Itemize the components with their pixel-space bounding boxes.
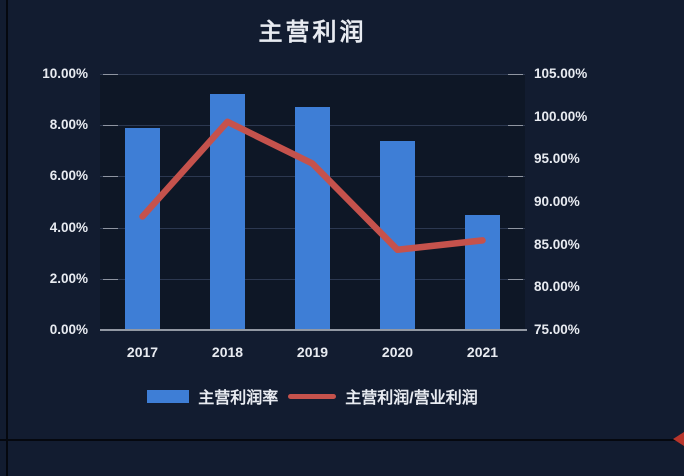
legend-label: 主营利润/营业利润 (345, 390, 478, 407)
left-axis-tick (103, 125, 118, 127)
cell-border-vertical (6, 0, 8, 476)
right-axis-tick (508, 176, 523, 178)
right-axis-tick-label: 100.00% (534, 108, 588, 124)
right-axis-tick (508, 278, 523, 280)
right-axis-tick-label: 80.00% (534, 279, 580, 295)
chart-title: 主营利润 (258, 19, 367, 46)
left-axis-tick-label: 6.00% (49, 168, 88, 184)
left-axis-tick-label: 10.00% (42, 66, 88, 81)
cell-border-horizontal (0, 439, 684, 441)
legend-item-bar[interactable]: 主营利润率 (147, 384, 278, 408)
left-axis-tick (103, 278, 118, 280)
x-axis-label-2018: 2018 (211, 344, 244, 360)
bar-2018[interactable] (210, 94, 245, 329)
legend-item-line[interactable]: 主营利润/营业利润 (288, 384, 478, 408)
left-axis-tick (103, 176, 118, 178)
left-axis-tick-label: 4.00% (49, 219, 88, 235)
left-axis-tick (103, 74, 118, 75)
right-axis-tick (508, 74, 523, 75)
right-axis-tick-label: 90.00% (534, 194, 580, 209)
left-axis-tick-label: 2.00% (49, 270, 88, 286)
red-edge-marker-icon (673, 432, 684, 446)
bar-2021[interactable] (465, 214, 500, 329)
right-axis-tick (508, 227, 523, 229)
left-axis-tick-label: 0.00% (49, 322, 88, 337)
x-axis-label-2017: 2017 (126, 344, 159, 360)
grid-line (100, 74, 525, 75)
bar-2017[interactable] (125, 127, 160, 329)
line-swatch-icon (288, 393, 337, 399)
legend-label: 主营利润率 (198, 390, 279, 407)
bar-2020[interactable] (380, 140, 415, 329)
right-axis-tick-label: 105.00% (534, 66, 588, 81)
right-axis-tick-label: 75.00% (534, 322, 580, 337)
right-axis-tick (508, 125, 523, 127)
x-axis-label-2021: 2021 (466, 344, 499, 360)
x-axis-label-2019: 2019 (296, 344, 329, 360)
bar-swatch-icon (147, 389, 190, 403)
left-axis-tick (103, 227, 118, 229)
bar-2019[interactable] (295, 107, 330, 329)
x-axis-label-2020: 2020 (381, 344, 414, 360)
x-axis-line (100, 329, 527, 331)
left-axis-tick-label: 8.00% (49, 117, 88, 133)
right-axis-tick-label: 85.00% (534, 236, 580, 252)
legend: 主营利润率 主营利润/营业利润 (100, 384, 525, 408)
right-axis-tick-label: 95.00% (534, 151, 580, 167)
